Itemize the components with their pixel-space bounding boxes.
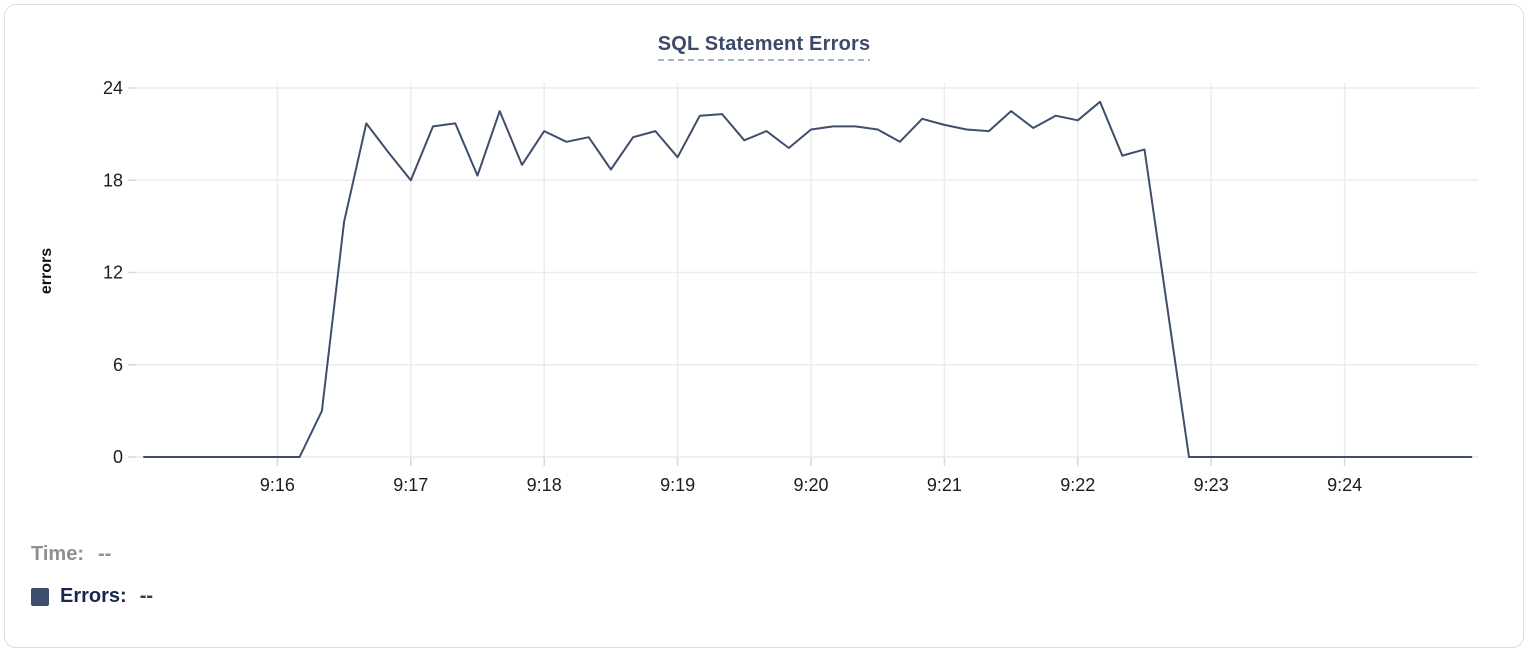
y-tick-label: 0 [113,447,123,467]
errors-series-line [143,100,1473,458]
x-tick-label: 9:18 [527,475,562,495]
chart-card: SQL Statement Errors 0 6 12 18 24 9:16 9:17 9:1… [4,4,1524,648]
x-tick-label: 9:23 [1194,475,1229,495]
y-tick-label: 12 [103,263,123,283]
hover-readout-time: Time: -- [31,543,111,566]
x-tick-label: 9:17 [393,475,428,495]
x-tick-label: 9:24 [1327,475,1362,495]
x-tick-label: 9:21 [927,475,962,495]
errors-line-chart[interactable]: 0 6 12 18 24 9:16 9:17 9:18 9:19 9:20 9:21 9:22 9:23… [5,5,1528,652]
x-grid: 9:16 9:17 9:18 9:19 9:20 9:21 9:22 9:23 9:24 [260,83,1362,495]
y-axis-title: errors [38,248,55,294]
errors-value: -- [139,585,154,607]
chart-plot-area[interactable] [144,88,1478,457]
x-tick-label: 9:20 [793,475,828,495]
y-tick-label: 24 [103,78,123,98]
hover-readout-errors: Errors: -- [31,585,153,608]
errors-label: Errors: [60,585,127,607]
chart-title-row: SQL Statement Errors [5,33,1523,61]
errors-series-swatch [31,587,49,606]
x-tick-label: 9:19 [660,475,695,495]
x-tick-label: 9:22 [1060,475,1095,495]
time-label: Time: [31,543,84,565]
chart-title[interactable]: SQL Statement Errors [657,33,871,61]
time-value: -- [97,543,112,565]
y-tick-label: 6 [113,355,123,375]
x-tick-label: 9:16 [260,475,295,495]
y-tick-label: 18 [103,170,123,190]
